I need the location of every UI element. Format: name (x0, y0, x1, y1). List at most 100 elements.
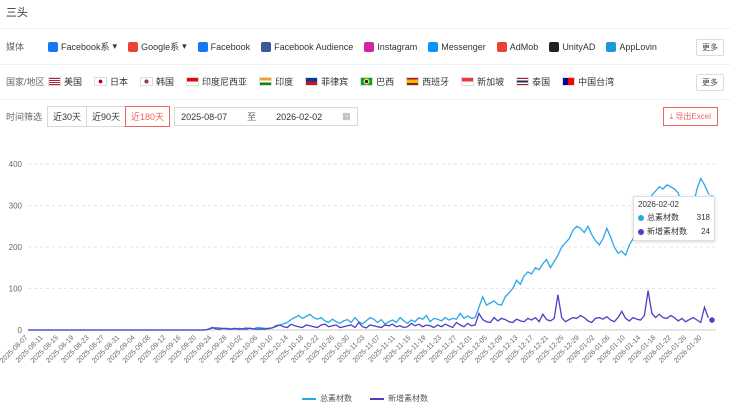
region-filter-row: 国家/地区 美国 日本 韩国 印度尼西亚 印度 菲律宾 巴西 西班牙 新加坡 泰国 中国台湾 更多 (6, 74, 724, 91)
region-item-label: 泰国 (532, 77, 551, 87)
media-item-facebook[interactable]: Facebook (197, 41, 251, 52)
meta-icon (48, 41, 58, 52)
facebook-icon (197, 41, 208, 52)
y-tick-label: 200 (9, 243, 23, 252)
facebook-audience-icon (261, 41, 272, 52)
tooltip-new-value: 24 (701, 227, 710, 236)
region-item-in[interactable]: 印度 (259, 75, 293, 88)
region-filter-label: 国家/地区 (6, 77, 45, 87)
time-filter-row: 时间筛选 近30天 近90天 近180天 2025-08-07 至 2026-0… (6, 106, 358, 127)
region-item-label: 韩国 (156, 77, 175, 87)
start-date[interactable]: 2025-08-07 (181, 111, 228, 122)
legend-new-swatch (370, 397, 384, 400)
range-90-button[interactable]: 近90天 (86, 106, 127, 127)
legend-item-new[interactable]: 新增素材数 (370, 393, 428, 404)
tooltip-total-name: 总素材数 (647, 213, 679, 222)
admob-icon (496, 41, 507, 52)
series-line-1 (28, 290, 713, 331)
tooltip-new-name: 新增素材数 (647, 227, 687, 236)
region-item-label: 西班牙 (422, 77, 450, 87)
region-item-label: 中国台湾 (578, 77, 615, 87)
instagram-icon (364, 41, 375, 52)
media-item-unity[interactable]: UnityAD (549, 41, 596, 52)
flag-br-icon (360, 77, 374, 86)
date-range-picker[interactable]: 2025-08-07 至 2026-02-02 ▦ (174, 107, 358, 126)
media-item-messenger[interactable]: Messenger (428, 41, 486, 52)
flag-in-icon (259, 77, 273, 86)
media-item-label: Facebook (210, 41, 251, 52)
tooltip-total-dot (638, 214, 644, 221)
media-item-instagram[interactable]: Instagram (364, 41, 418, 52)
page-title: 三头 (6, 7, 28, 19)
legend-item-total[interactable]: 总素材数 (302, 393, 352, 404)
region-item-ph[interactable]: 菲律宾 (305, 75, 348, 88)
y-tick-label: 0 (18, 326, 23, 335)
tooltip-date: 2026-02-02 (638, 200, 679, 209)
region-item-label: 印度 (275, 77, 294, 87)
chevron-down-icon: ▾ (182, 41, 187, 51)
region-item-label: 美国 (64, 77, 83, 87)
media-item-label: Instagram (377, 41, 418, 52)
region-item-label: 日本 (110, 77, 129, 87)
media-item-meta[interactable]: Facebook系 ▾ (48, 40, 117, 53)
region-item-th[interactable]: 泰国 (516, 75, 550, 88)
media-item-label: UnityAD (562, 41, 596, 52)
media-item-facebook-audience[interactable]: Facebook Audience (261, 41, 353, 52)
region-item-id[interactable]: 印度尼西亚 (186, 75, 247, 88)
flag-ph-icon (305, 77, 319, 86)
media-item-label: AppLovin (619, 41, 657, 52)
media-item-label: AdMob (509, 41, 539, 52)
region-item-label: 巴西 (376, 77, 395, 87)
chart-tooltip: 2026-02-02 总素材数 318 新增素材数 24 (633, 196, 715, 241)
tooltip-row-total: 总素材数 318 (638, 212, 710, 223)
region-more-button[interactable]: 更多 (696, 74, 724, 91)
region-item-es[interactable]: 西班牙 (406, 75, 449, 88)
tooltip-total-value: 318 (696, 213, 710, 222)
media-item-label: Messenger (441, 41, 486, 52)
region-item-kr[interactable]: 韩国 (140, 75, 174, 88)
flag-jp-icon (94, 77, 108, 86)
region-item-jp[interactable]: 日本 (94, 75, 128, 88)
media-item-label: Google系 (141, 42, 180, 52)
media-item-label: Facebook系 (61, 42, 110, 52)
legend-new-label: 新增素材数 (388, 394, 428, 403)
region-item-us[interactable]: 美国 (48, 75, 82, 88)
flag-th-icon (516, 77, 530, 86)
series-line-0 (28, 176, 713, 331)
y-tick-label: 300 (9, 202, 23, 211)
media-item-admob[interactable]: AdMob (496, 41, 539, 52)
google-icon (128, 41, 139, 52)
region-item-label: 新加坡 (477, 77, 505, 87)
flag-tw-icon (562, 77, 576, 86)
series-end-point-1 (707, 315, 717, 325)
calendar-icon[interactable]: ▦ (342, 111, 351, 121)
region-item-label: 印度尼西亚 (202, 77, 248, 87)
range-30-button[interactable]: 近30天 (47, 106, 88, 127)
legend-total-label: 总素材数 (320, 394, 352, 403)
download-icon: ⤓ (669, 112, 674, 121)
export-label: 导出Excel (675, 112, 711, 121)
y-tick-label: 100 (9, 285, 23, 294)
flag-us-icon (48, 77, 61, 86)
media-item-google[interactable]: Google系 ▾ (128, 40, 187, 53)
applovin-icon (606, 41, 617, 52)
flag-es-icon (406, 77, 420, 86)
unity-icon (549, 41, 560, 52)
end-date[interactable]: 2026-02-02 (276, 111, 323, 122)
flag-sg-icon (461, 77, 475, 86)
media-more-button[interactable]: 更多 (696, 39, 724, 56)
y-tick-label: 400 (9, 160, 23, 169)
region-item-label: 菲律宾 (321, 77, 349, 87)
region-item-sg[interactable]: 新加坡 (461, 75, 504, 88)
flag-kr-icon (140, 77, 154, 86)
export-excel-button[interactable]: ⤓ 导出Excel (662, 107, 718, 126)
legend-total-swatch (302, 397, 316, 400)
tooltip-row-new: 新增素材数 24 (638, 226, 710, 237)
chevron-down-icon: ▾ (112, 41, 118, 51)
region-item-br[interactable]: 巴西 (360, 75, 394, 88)
range-180-button[interactable]: 近180天 (125, 106, 171, 127)
media-item-applovin[interactable]: AppLovin (606, 41, 657, 52)
region-item-tw[interactable]: 中国台湾 (562, 75, 614, 88)
tooltip-new-dot (638, 228, 644, 235)
